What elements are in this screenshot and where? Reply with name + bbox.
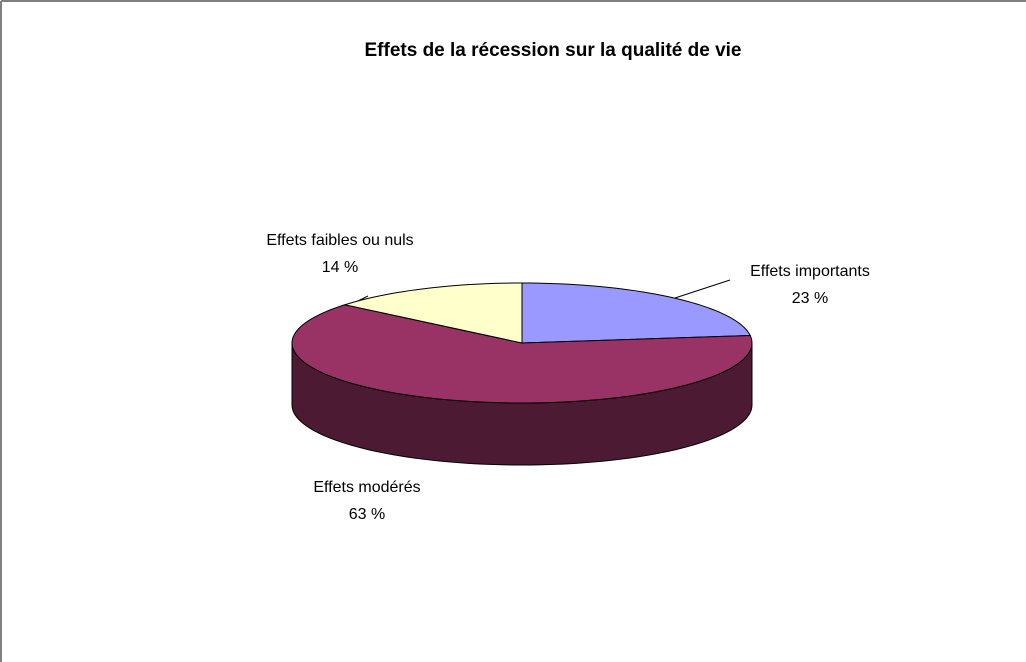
slice: [342, 282, 523, 344]
value-label: 63 %: [348, 506, 386, 523]
value-label: 14 %: [321, 259, 359, 276]
value-label: 23 %: [791, 290, 829, 307]
slice-label: Effets importants 23 %: [720, 258, 900, 312]
slice: [291, 304, 753, 404]
slice-label: Effets modérés 63 %: [287, 474, 447, 528]
category-label: Effets modérés: [313, 479, 421, 496]
slice-label: Effets faibles ou nuls 14 %: [260, 227, 420, 281]
chart-title: Effets de la récession sur la qualité de…: [364, 40, 742, 61]
leader-line: [674, 279, 731, 299]
category-label: Effets faibles ou nuls: [266, 232, 414, 249]
slice: [521, 282, 752, 344]
category-label: Effets importants: [750, 263, 870, 280]
